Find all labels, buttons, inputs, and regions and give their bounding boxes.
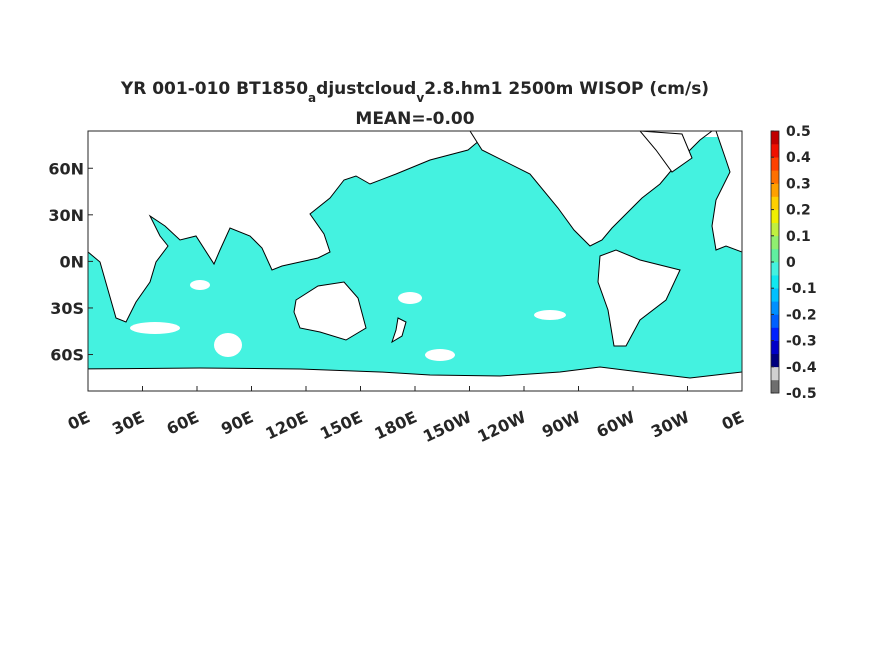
title-text: 2.8.hm1 2500m WISOP (cm/s)	[424, 79, 709, 99]
colorbar-tick-label: -0.3	[786, 334, 817, 350]
colorbar-segment	[771, 275, 779, 289]
colorbar-segment	[771, 170, 779, 184]
west-africa-europe	[711, 131, 742, 253]
colorbar-segment	[771, 157, 779, 171]
white-patch	[190, 280, 210, 290]
white-patch	[214, 333, 242, 357]
colorbar-segment	[771, 248, 779, 263]
colorbar-segment	[771, 131, 779, 145]
colorbar-tick-label: 0.1	[786, 229, 811, 245]
x-tick-label: 90E	[218, 407, 256, 438]
colorbar-tick-label: -0.1	[786, 281, 817, 297]
colorbar-segment	[771, 353, 779, 368]
x-tick-label: 0E	[719, 407, 747, 434]
x-tick-label: 150E	[317, 407, 365, 443]
colorbar-tick-label: -0.2	[786, 307, 817, 323]
title-text: YR 001-010 BT1850	[120, 79, 308, 99]
colorbar-segment	[771, 327, 779, 341]
y-tick-label: 30N	[48, 206, 84, 225]
colorbar-segment	[771, 235, 779, 250]
colorbar-segment	[771, 379, 779, 394]
white-patch	[534, 310, 566, 320]
x-tick-label: 60E	[164, 407, 202, 438]
greenland	[639, 131, 693, 173]
colorbar-tick-label: -0.4	[786, 360, 817, 376]
colorbar-segment	[771, 314, 779, 328]
y-tick-label: 30S	[50, 299, 84, 318]
colorbar-segment	[771, 183, 779, 197]
colorbar-segment	[771, 301, 779, 315]
colorbar-tick-label: -0.5	[786, 386, 817, 402]
antarctica	[88, 366, 742, 391]
colorbar-tick-label: 0.5	[786, 124, 811, 140]
x-tick-label: 180E	[372, 407, 420, 443]
y-tick-label: 60S	[50, 346, 84, 365]
x-tick-label: 90W	[539, 407, 584, 441]
subtitle: MEAN=-0.00	[355, 109, 474, 129]
x-tick-label: 150W	[420, 407, 475, 446]
colorbar-segment	[771, 222, 779, 237]
colorbar-segment	[771, 209, 779, 223]
colorbar-tick-label: 0.4	[786, 150, 811, 166]
title-subscript: v	[416, 91, 424, 105]
australia	[293, 281, 367, 341]
colorbar-segment	[771, 366, 779, 381]
title-text: djustcloud	[316, 79, 416, 99]
x-tick-label: 120W	[474, 407, 529, 446]
y-tick-label: 60N	[48, 159, 84, 178]
colorbar-tick-label: 0	[786, 255, 796, 271]
south-america	[597, 249, 681, 347]
eurasia-africa	[88, 131, 483, 323]
colorbar-segment	[771, 196, 779, 210]
colorbar-tick-label: 0.2	[786, 203, 811, 219]
colorbar-segment	[771, 262, 779, 276]
new-zealand	[391, 317, 407, 344]
x-tick-label: 30W	[648, 407, 693, 441]
colorbar-tick-label: 0.3	[786, 176, 811, 192]
colorbar-segment	[771, 144, 779, 158]
white-patch	[398, 292, 422, 304]
title: YR 001-010 BT1850adjustcloudv2.8.hm1 250…	[120, 79, 709, 105]
x-tick-label: 0E	[65, 407, 93, 434]
north-america	[469, 131, 713, 247]
title-subscript: a	[308, 91, 316, 105]
white-patch	[130, 322, 180, 334]
x-tick-label: 120E	[263, 407, 311, 443]
x-tick-label: 60W	[594, 407, 639, 441]
land-layer	[88, 131, 742, 391]
y-tick-label: 0N	[59, 252, 84, 271]
colorbar-segment	[771, 340, 779, 354]
x-tick-label: 30E	[109, 407, 147, 438]
white-patch	[425, 349, 455, 361]
colorbar-segment	[771, 288, 779, 302]
